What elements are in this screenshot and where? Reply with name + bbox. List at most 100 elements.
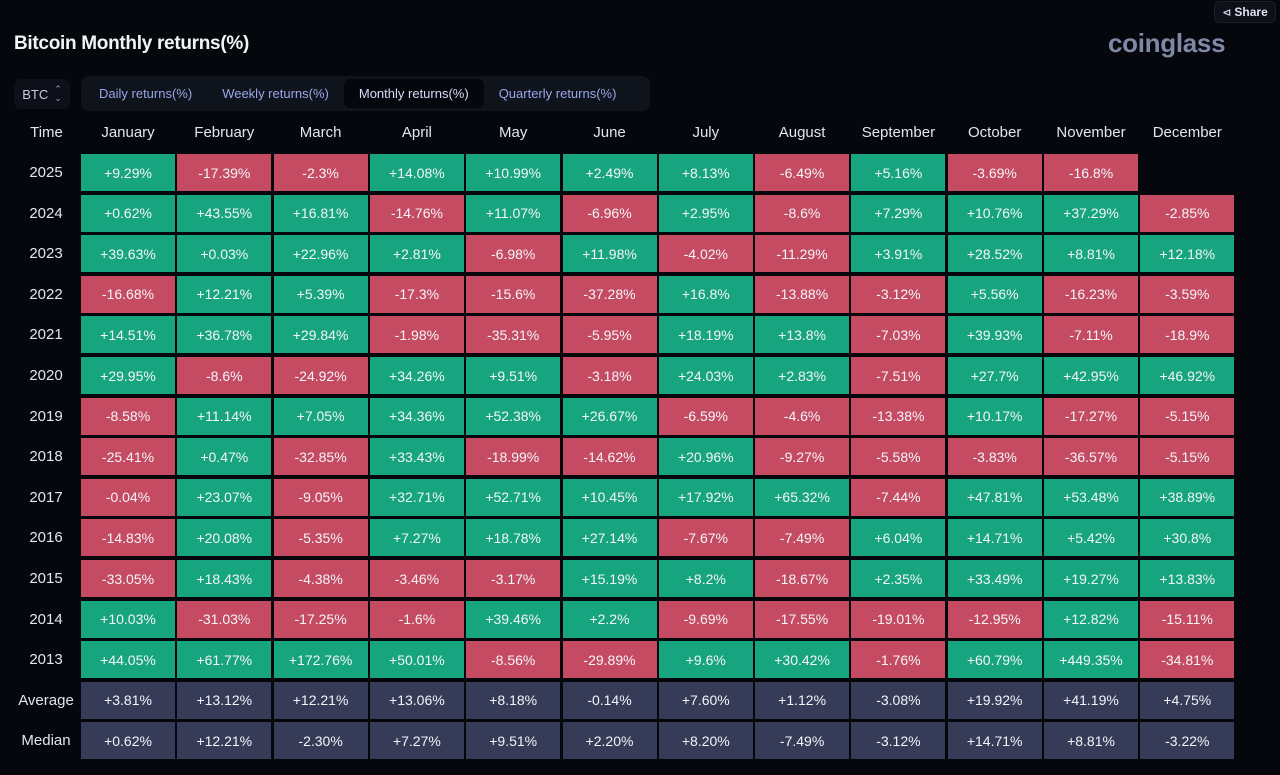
return-cell: -35.31% xyxy=(466,316,561,354)
return-cell: -7.11% xyxy=(1044,316,1138,354)
return-cell: +10.03% xyxy=(81,600,175,638)
return-cell: -17.27% xyxy=(1044,397,1138,435)
row-label-2015: 2015 xyxy=(29,570,63,587)
return-cell: -2.30% xyxy=(273,722,368,760)
return-cell: -1.98% xyxy=(369,316,464,354)
share-button[interactable]: ⊲ Share xyxy=(1214,1,1276,23)
return-cell: -14.76% xyxy=(369,194,464,232)
return-cell: +6.04% xyxy=(851,519,946,557)
return-cell: -6.59% xyxy=(658,397,753,435)
return-cell: +38.89% xyxy=(1140,478,1235,516)
return-cell: +14.71% xyxy=(947,722,1042,760)
return-cell: +39.63% xyxy=(81,235,175,273)
return-cell: +11.98% xyxy=(562,235,657,273)
return-cell: -3.17% xyxy=(466,560,561,597)
return-cell: +27.14% xyxy=(562,519,657,557)
return-cell: +28.52% xyxy=(947,235,1042,273)
return-cell: -31.03% xyxy=(177,600,272,638)
return-cell: -3.08% xyxy=(851,681,946,719)
row-label-2016: 2016 xyxy=(29,529,63,547)
return-cell: -8.58% xyxy=(81,397,175,435)
return-cell: +8.81% xyxy=(1044,235,1138,273)
return-cell: -15.6% xyxy=(466,275,561,313)
return-cell: -17.55% xyxy=(755,600,850,638)
return-cell: +8.18% xyxy=(466,681,561,719)
return-cell: -14.83% xyxy=(81,519,175,557)
table-header: Time January February March April May June July… xyxy=(0,122,1240,142)
return-cell: -19.01% xyxy=(851,600,946,638)
return-cell: +449.35% xyxy=(1044,641,1138,679)
return-cell: +8.20% xyxy=(658,722,753,760)
row-label-median: Median xyxy=(21,732,71,750)
return-cell: +41.19% xyxy=(1044,681,1138,719)
return-cell: +17.92% xyxy=(658,478,753,516)
return-cell: -3.59% xyxy=(1140,275,1235,313)
row-label-2024: 2024 xyxy=(29,204,63,222)
return-cell: +50.01% xyxy=(369,641,464,679)
return-cell: -7.49% xyxy=(755,519,850,557)
return-cell: +11.07% xyxy=(466,194,561,232)
return-cell: -7.03% xyxy=(851,316,946,354)
return-cell: +29.84% xyxy=(273,316,368,354)
return-cell: -4.38% xyxy=(273,560,368,597)
tab-monthly-returns[interactable]: Monthly returns(%) xyxy=(343,79,484,108)
return-cell: +2.35% xyxy=(851,560,946,597)
return-cell: -3.46% xyxy=(369,560,464,597)
month-header-december: December xyxy=(1152,123,1222,141)
return-cell: +2.20% xyxy=(562,722,657,760)
return-cell: +13.06% xyxy=(369,681,464,719)
return-cell: -18.67% xyxy=(755,560,850,597)
return-cell: +9.51% xyxy=(466,722,561,760)
tab-weekly-returns[interactable]: Weekly returns(%) xyxy=(222,86,329,101)
return-cell: +39.46% xyxy=(466,600,561,638)
return-cell: -9.69% xyxy=(658,600,753,638)
return-cell: +7.27% xyxy=(369,519,464,557)
return-cell: +16.81% xyxy=(273,194,368,232)
return-cell: +43.55% xyxy=(177,194,272,232)
return-cell: +13.83% xyxy=(1140,560,1235,597)
page-title: Bitcoin Monthly returns(%) xyxy=(14,33,249,54)
row-label-2013: 2013 xyxy=(29,651,63,669)
return-cell: -3.83% xyxy=(947,438,1042,476)
return-cell: +42.95% xyxy=(1044,357,1138,394)
coin-select[interactable]: BTC ⌃ ⌄ xyxy=(14,79,70,109)
return-cell: +14.51% xyxy=(81,316,175,354)
return-cell: +22.96% xyxy=(273,235,368,273)
return-cell: +10.76% xyxy=(947,194,1042,232)
tab-daily-returns[interactable]: Daily returns(%) xyxy=(99,86,193,101)
return-cell: +18.78% xyxy=(466,519,561,557)
return-cell: +27.7% xyxy=(947,357,1042,394)
return-cell: -3.12% xyxy=(851,722,946,760)
return-cell: +37.29% xyxy=(1044,194,1138,232)
return-cell: +61.77% xyxy=(177,641,272,679)
return-cell: -0.04% xyxy=(81,478,175,516)
return-cell: -3.12% xyxy=(851,275,946,313)
month-header-january: January xyxy=(101,123,155,141)
return-cell: -25.41% xyxy=(81,438,175,476)
return-cell: +26.67% xyxy=(562,397,657,435)
return-cell: -18.9% xyxy=(1140,316,1235,354)
coin-select-value: BTC xyxy=(22,86,49,102)
row-label-2017: 2017 xyxy=(29,488,63,506)
return-cell: +9.6% xyxy=(658,641,753,679)
return-cell: +15.19% xyxy=(562,560,657,597)
row-label-2020: 2020 xyxy=(29,367,63,384)
return-cell: +7.29% xyxy=(851,194,946,232)
return-cell: +24.03% xyxy=(658,357,753,394)
tab-quarterly-returns[interactable]: Quarterly returns(%) xyxy=(498,86,617,101)
return-cell: +3.81% xyxy=(81,681,175,719)
return-cell: +4.75% xyxy=(1140,681,1235,719)
return-cell: -13.88% xyxy=(755,275,850,313)
row-label-2018: 2018 xyxy=(29,448,63,466)
month-header-june: June xyxy=(593,123,626,141)
return-cell: +11.14% xyxy=(177,397,272,435)
row-label-2023: 2023 xyxy=(29,245,63,263)
return-cell: +8.81% xyxy=(1044,722,1138,760)
return-cell: +33.49% xyxy=(947,560,1042,597)
return-cell: +0.62% xyxy=(81,722,175,760)
return-cell: +52.38% xyxy=(466,397,561,435)
return-cell: +12.18% xyxy=(1140,235,1235,273)
return-cell: +16.8% xyxy=(658,275,753,313)
return-cell: +52.71% xyxy=(466,478,561,516)
return-cell: +20.96% xyxy=(658,438,753,476)
